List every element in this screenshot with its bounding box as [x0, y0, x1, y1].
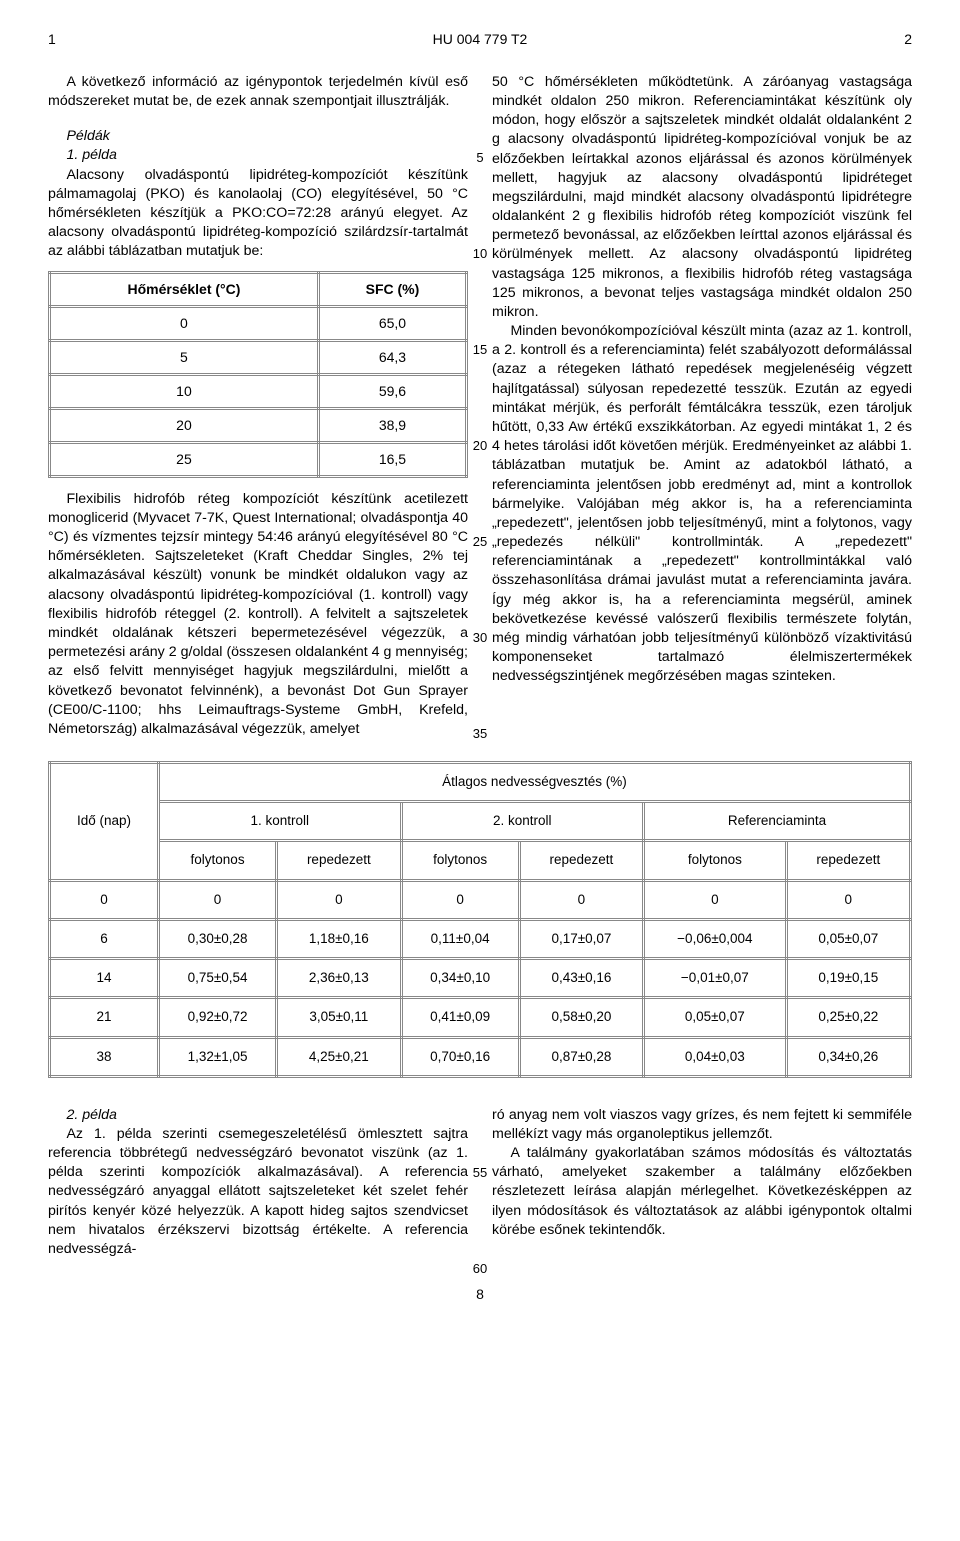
table-cell: −0,01±0,07 — [644, 959, 787, 998]
bottom-columns: 55 60 2. példa Az 1. példa szerinti csem… — [48, 1106, 912, 1259]
table-cell: 0 — [401, 880, 519, 919]
example-2-heading: 2. példa — [48, 1106, 468, 1125]
table-header: 1. kontroll — [158, 802, 401, 841]
line-ref: 15 — [470, 341, 490, 359]
paragraph: A találmány gyakorlatában számos módosít… — [492, 1144, 912, 1240]
table-header: SFC (%) — [318, 273, 466, 307]
table-cell: 1,18±0,16 — [277, 919, 401, 958]
table-cell: 38,9 — [318, 409, 466, 443]
table-cell: 65,0 — [318, 307, 466, 341]
paragraph: ró anyag nem volt viaszos vagy grízes, é… — [492, 1106, 912, 1144]
main-columns: 5 10 15 20 25 30 35 A következő informác… — [48, 73, 912, 739]
line-ref: 30 — [470, 629, 490, 647]
table-header: folytonos — [401, 841, 519, 880]
table-cell: 0,34±0,26 — [786, 1037, 910, 1076]
table-cell: 0 — [277, 880, 401, 919]
moisture-loss-table: Idő (nap) Átlagos nedvességvesztés (%) 1… — [48, 761, 912, 1078]
table-cell: 0 — [50, 880, 159, 919]
sfc-table: Hőmérséklet (°C) SFC (%) 065,0564,31059,… — [48, 271, 468, 477]
table-cell: 20 — [50, 409, 319, 443]
table-cell: 0,87±0,28 — [519, 1037, 643, 1076]
table-cell: 0,92±0,72 — [158, 998, 276, 1037]
header-center: HU 004 779 T2 — [433, 30, 528, 49]
table-header: folytonos — [158, 841, 276, 880]
table-cell: 0 — [158, 880, 276, 919]
table-cell: 0,75±0,54 — [158, 959, 276, 998]
table-cell: 6 — [50, 919, 159, 958]
line-ref: 20 — [470, 437, 490, 455]
table-header: folytonos — [644, 841, 787, 880]
table-cell: 0 — [50, 307, 319, 341]
table-header: Idő (nap) — [50, 763, 159, 881]
table-header: repedezett — [519, 841, 643, 880]
examples-heading: Példák — [48, 127, 468, 146]
paragraph: A következő információ az igénypontok te… — [48, 73, 468, 111]
table-cell: 10 — [50, 375, 319, 409]
header-left: 1 — [48, 30, 56, 49]
table-cell: 0,05±0,07 — [644, 998, 787, 1037]
table-cell: 1,32±1,05 — [158, 1037, 276, 1076]
line-ref: 10 — [470, 245, 490, 263]
table-cell: 0,41±0,09 — [401, 998, 519, 1037]
line-ref: 60 — [470, 1260, 490, 1278]
header-right: 2 — [904, 30, 912, 49]
table-header: Referenciaminta — [644, 802, 911, 841]
table-cell: 0,70±0,16 — [401, 1037, 519, 1076]
table-cell: 14 — [50, 959, 159, 998]
page-header: 1 HU 004 779 T2 2 — [48, 30, 912, 49]
table-cell: 0 — [786, 880, 910, 919]
table-cell: 0,19±0,15 — [786, 959, 910, 998]
paragraph: Az 1. példa szerinti csemegeszeletélésű … — [48, 1125, 468, 1259]
table-cell: 0,11±0,04 — [401, 919, 519, 958]
bottom-right-column: ró anyag nem volt viaszos vagy grízes, é… — [492, 1106, 912, 1259]
table-cell: 59,6 — [318, 375, 466, 409]
table-cell: 64,3 — [318, 341, 466, 375]
bottom-left-column: 2. példa Az 1. példa szerinti csemegesze… — [48, 1106, 468, 1259]
paragraph: Alacsony olvadáspontú lipidréteg-kompozí… — [48, 166, 468, 262]
table-cell: 0,05±0,07 — [786, 919, 910, 958]
paragraph: Flexibilis hidrofób réteg kompozíciót ké… — [48, 490, 468, 739]
table-header: 2. kontroll — [401, 802, 644, 841]
right-column: 50 °C hőmérsékleten működtetünk. A záróa… — [492, 73, 912, 739]
table-header: repedezett — [786, 841, 910, 880]
table-cell: −0,06±0,004 — [644, 919, 787, 958]
line-ref: 25 — [470, 533, 490, 551]
table-cell: 16,5 — [318, 442, 466, 476]
table-cell: 38 — [50, 1037, 159, 1076]
table-cell: 0,04±0,03 — [644, 1037, 787, 1076]
table-cell: 0 — [644, 880, 787, 919]
table-cell: 21 — [50, 998, 159, 1037]
table-cell: 0,17±0,07 — [519, 919, 643, 958]
table-cell: 0,30±0,28 — [158, 919, 276, 958]
table-cell: 0 — [519, 880, 643, 919]
table-header: Hőmérséklet (°C) — [50, 273, 319, 307]
table-header: repedezett — [277, 841, 401, 880]
table-cell: 2,36±0,13 — [277, 959, 401, 998]
page-number: 8 — [48, 1285, 912, 1304]
table-cell: 3,05±0,11 — [277, 998, 401, 1037]
table-cell: 0,34±0,10 — [401, 959, 519, 998]
table-cell: 0,43±0,16 — [519, 959, 643, 998]
table-cell: 5 — [50, 341, 319, 375]
table-header: Átlagos nedvességvesztés (%) — [158, 763, 910, 802]
line-ref: 5 — [470, 149, 490, 167]
paragraph: Minden bevonókompozícióval készült minta… — [492, 322, 912, 686]
table-cell: 0,25±0,22 — [786, 998, 910, 1037]
paragraph: 50 °C hőmérsékleten működtetünk. A záróa… — [492, 73, 912, 322]
left-column: A következő információ az igénypontok te… — [48, 73, 468, 739]
table-cell: 4,25±0,21 — [277, 1037, 401, 1076]
line-ref: 35 — [470, 725, 490, 743]
table-cell: 25 — [50, 442, 319, 476]
line-ref: 55 — [470, 1164, 490, 1182]
example-1-heading: 1. példa — [48, 146, 468, 165]
table-cell: 0,58±0,20 — [519, 998, 643, 1037]
